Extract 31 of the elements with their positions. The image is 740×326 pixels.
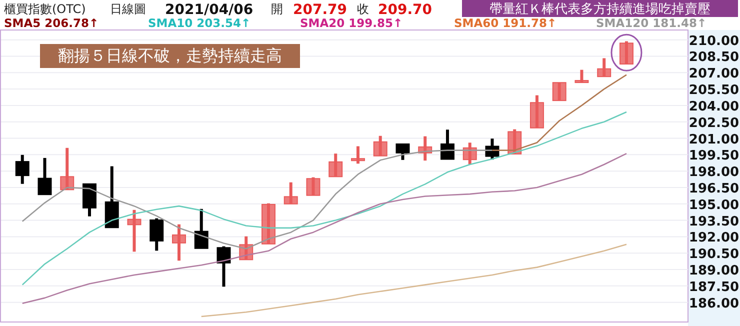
y-tick-label: 192.00 bbox=[688, 230, 740, 246]
y-tick-label: 205.50 bbox=[688, 83, 740, 98]
y-tick-label: 186.00 bbox=[688, 296, 740, 312]
y-tick-label: 207.00 bbox=[688, 66, 740, 82]
y-tick-label: 187.50 bbox=[688, 280, 740, 295]
text: 2021/04/06 bbox=[165, 2, 254, 18]
y-tick-label: 193.50 bbox=[688, 214, 740, 230]
y-tick-label: 202.50 bbox=[688, 116, 740, 131]
text: 209.70 bbox=[378, 2, 432, 18]
text: 207.79 bbox=[293, 2, 348, 18]
text: 日線圖 bbox=[110, 2, 146, 16]
text: 開 bbox=[271, 2, 283, 16]
annotation: SMA10 203.54↑ bbox=[148, 16, 251, 30]
text: 帶量紅Ｋ棒代表多方持續進場吃掉賣壓 bbox=[490, 1, 710, 17]
y-tick-label: 204.00 bbox=[688, 99, 740, 114]
y-tick-label: 199.50 bbox=[688, 148, 740, 164]
y-tick-label: 189.00 bbox=[688, 264, 740, 279]
annotation: SMA60 191.78↑ bbox=[454, 16, 557, 30]
y-tick-label: 201.00 bbox=[688, 132, 740, 148]
y-tick-label: 210.00 bbox=[688, 34, 740, 49]
y-tick-label: 195.00 bbox=[688, 198, 740, 213]
y-tick-label: 208.50 bbox=[688, 50, 740, 66]
annotation: SMA120 181.48↑ bbox=[596, 16, 707, 30]
y-tick-label: 190.50 bbox=[688, 247, 740, 262]
y-tick-label: 196.50 bbox=[688, 181, 740, 196]
annotation: 翻揚５日線不破，走勢持續走高 bbox=[58, 46, 282, 65]
y-tick-label: 198.00 bbox=[688, 165, 740, 180]
text: 櫃買指數(OTC) bbox=[4, 2, 86, 16]
text: 收 bbox=[357, 2, 369, 16]
annotation: SMA20 199.85↑ bbox=[300, 16, 403, 30]
annotation: SMA5 206.78↑ bbox=[4, 16, 99, 30]
